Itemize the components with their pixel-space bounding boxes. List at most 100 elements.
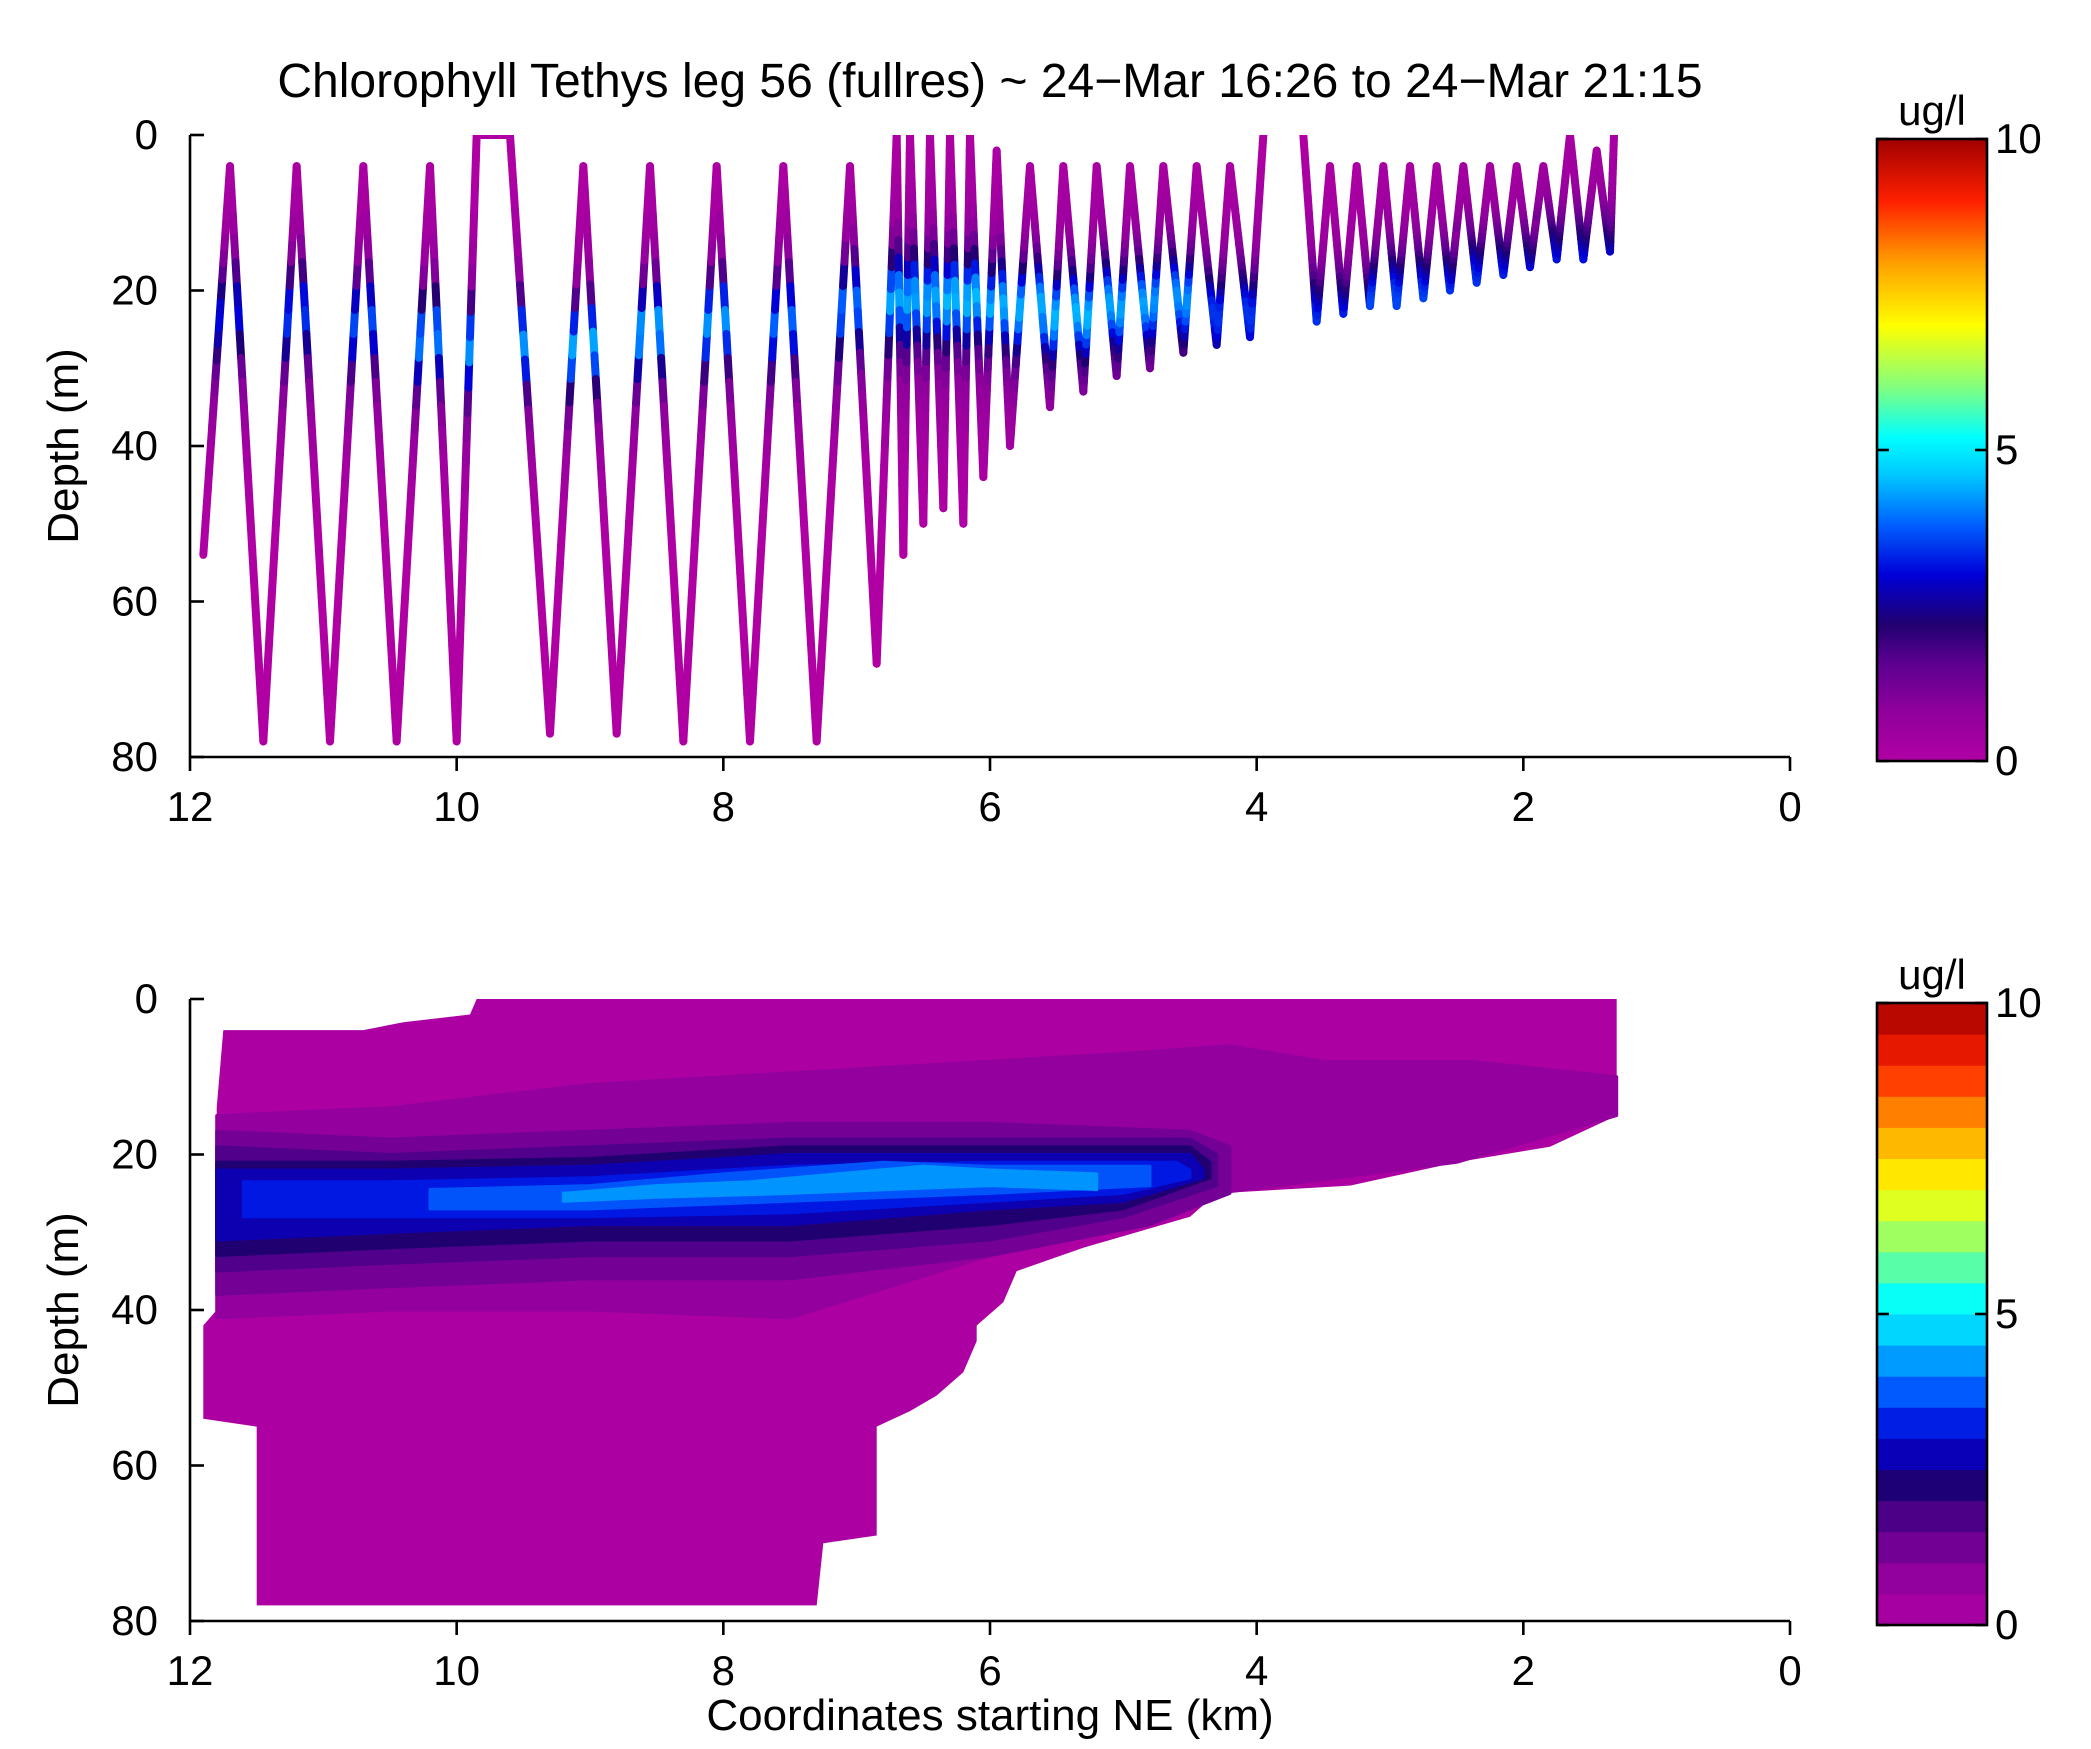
track-segment — [741, 665, 752, 698]
track-segment — [665, 497, 675, 530]
y-tick-label: 60 — [111, 1442, 158, 1489]
track-segment — [822, 545, 832, 578]
track-segment — [686, 593, 696, 626]
y-tick-label: 80 — [111, 733, 158, 780]
track-segment — [671, 593, 681, 626]
track-segment — [345, 377, 355, 410]
y-tick-label: 0 — [135, 111, 158, 158]
track-segment — [270, 521, 280, 554]
track-segment — [413, 353, 423, 386]
x-tick-label: 0 — [1778, 783, 1801, 830]
track-segment — [396, 641, 407, 674]
track-segment — [463, 383, 473, 417]
track-segment — [288, 210, 298, 243]
track-segment — [801, 545, 811, 578]
track-segment — [235, 329, 246, 362]
track-segment — [755, 545, 766, 578]
x-tick-label: 6 — [978, 783, 1001, 830]
track-segment — [271, 497, 282, 530]
track-segment — [729, 449, 739, 482]
track-segment — [739, 617, 749, 650]
track-segment — [469, 206, 479, 241]
track-segment — [748, 665, 759, 698]
track-segment — [380, 521, 390, 554]
track-segment — [382, 569, 393, 602]
x-tick-label: 12 — [167, 783, 214, 830]
track-segment — [287, 234, 297, 266]
track-segment — [689, 545, 699, 578]
track-segment — [421, 210, 432, 243]
track-segment — [296, 234, 307, 266]
track-segment — [765, 377, 775, 410]
track-segment — [394, 689, 404, 722]
track-segment — [837, 281, 848, 314]
track-segment — [769, 305, 779, 338]
track-segment — [471, 156, 480, 190]
track-segment — [238, 377, 248, 410]
track-segment — [511, 205, 521, 239]
track-segment — [716, 234, 727, 266]
track-segment — [312, 497, 322, 530]
track-segment — [507, 155, 518, 189]
track-segment — [698, 377, 709, 410]
track-segment — [693, 473, 703, 506]
track-segment — [761, 449, 771, 482]
track-segment — [821, 569, 831, 602]
track-segment — [262, 665, 272, 698]
track-segment — [452, 712, 462, 746]
x-tick-label: 10 — [433, 1647, 480, 1694]
track-segment — [754, 569, 764, 602]
track-segment — [457, 560, 467, 594]
track-segment — [834, 329, 845, 362]
track-segment — [342, 425, 353, 458]
colorbar-tick-label: 10 — [1995, 115, 2042, 162]
track-segment — [399, 593, 409, 626]
track-segment — [277, 401, 287, 434]
track-segment — [461, 459, 470, 493]
track-segment — [461, 434, 471, 468]
track-segment — [366, 281, 376, 314]
track-segment — [363, 234, 373, 266]
plot-area — [199, 135, 1618, 746]
track-segment — [664, 473, 674, 506]
track-segment — [470, 181, 479, 215]
track-segment — [410, 401, 421, 434]
track-segment — [276, 425, 286, 458]
track-segment — [775, 210, 785, 243]
track-segment — [334, 569, 344, 602]
y-tick-label: 20 — [111, 267, 158, 314]
track-segment — [282, 305, 293, 338]
track-segment — [414, 329, 425, 362]
track-segment — [466, 282, 476, 316]
x-tick-label: 2 — [1512, 1647, 1535, 1694]
track-segment — [314, 545, 325, 578]
track-segment — [299, 281, 309, 314]
track-segment — [466, 307, 475, 342]
track-segment — [306, 401, 316, 434]
track-segment — [330, 641, 340, 674]
track-segment — [827, 449, 838, 482]
track-segment — [814, 689, 824, 722]
track-segment — [295, 210, 305, 243]
track-segment — [305, 377, 315, 410]
colorbar-band — [1877, 1438, 1987, 1470]
track-segment — [512, 230, 523, 264]
track-segment — [259, 713, 269, 746]
colorbar-band — [1877, 1096, 1987, 1128]
track-segment — [832, 377, 842, 410]
track-segment — [722, 329, 732, 362]
track-segment — [348, 329, 358, 362]
track-segment — [746, 713, 756, 746]
track-segment — [702, 305, 713, 338]
y-axis-label: Depth (m) — [39, 1212, 88, 1408]
track-segment — [317, 593, 328, 626]
track-segment — [764, 401, 774, 434]
track-segment — [772, 257, 782, 290]
colorbar-band — [1877, 1251, 1987, 1284]
track-segment — [464, 358, 474, 392]
track-segment — [370, 353, 380, 386]
track-segment — [800, 521, 810, 554]
track-segment — [355, 210, 365, 243]
colorbar-tick-label: 10 — [1995, 979, 2042, 1026]
